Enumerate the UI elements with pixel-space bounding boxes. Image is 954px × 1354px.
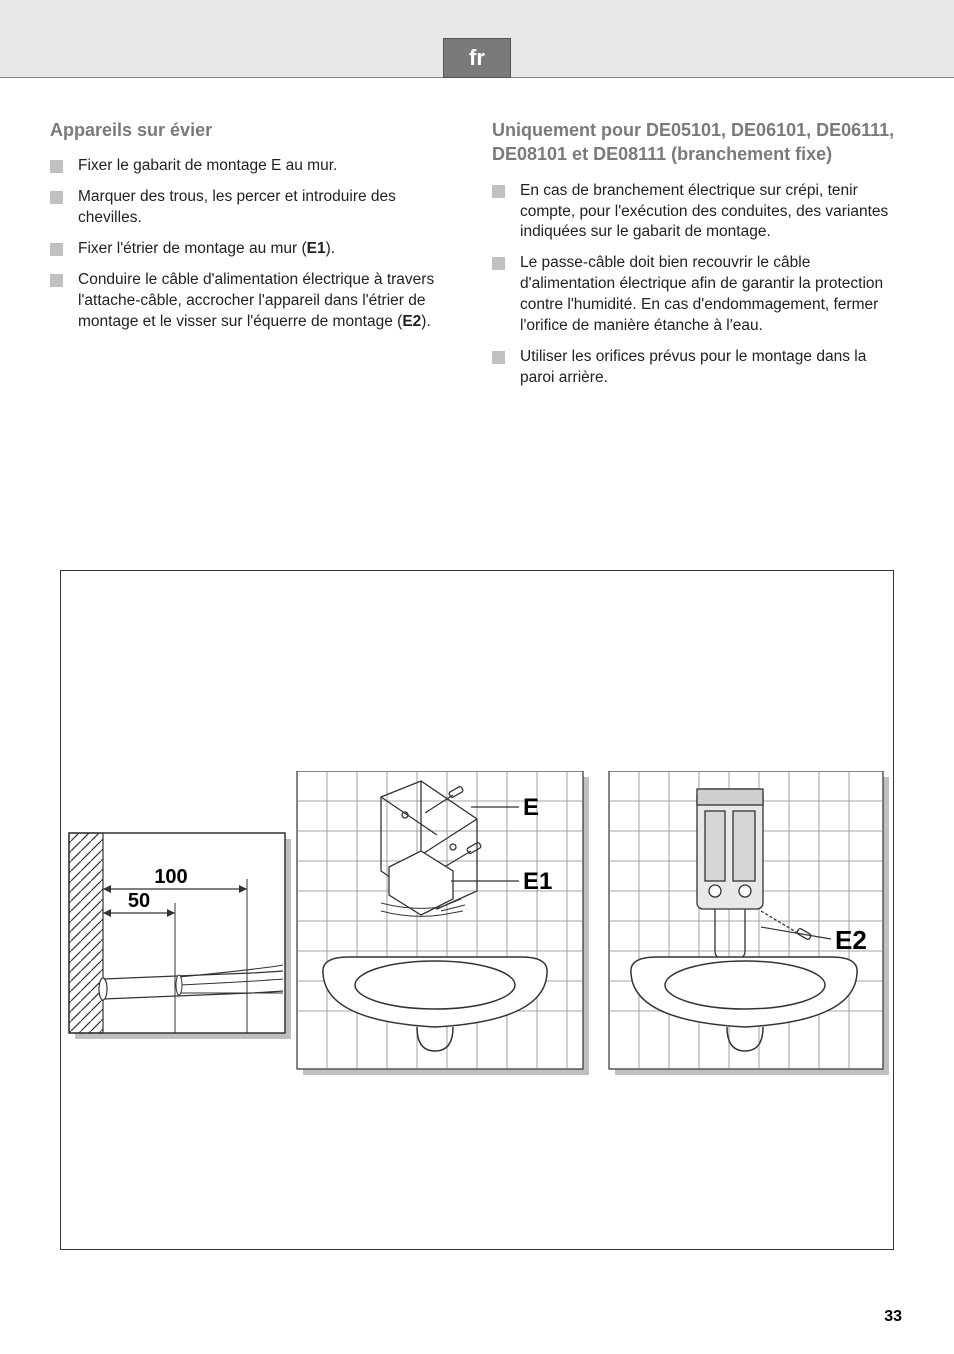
template-panel: E E1 [297, 771, 589, 1075]
right-title: Uniquement pour DE05101, DE06101, DE0611… [492, 118, 904, 167]
installation-diagram: 100 50 [61, 771, 895, 1081]
list-item: Marquer des trous, les percer et introdu… [50, 187, 462, 229]
label-E: E [523, 794, 539, 821]
left-list: Fixer le gabarit de montage E au mur. Mar… [50, 156, 462, 332]
left-title: Appareils sur évier [50, 118, 462, 142]
right-list: En cas de branchement électrique sur cré… [492, 181, 904, 389]
list-item: Utiliser les orifices prévus pour le mon… [492, 347, 904, 389]
right-column: Uniquement pour DE05101, DE06101, DE0611… [492, 118, 904, 399]
label-E1: E1 [523, 868, 552, 895]
list-item: Fixer l'étrier de montage au mur (E1). [50, 239, 462, 260]
list-item: En cas de branchement électrique sur cré… [492, 181, 904, 244]
appliance-panel: E2 [609, 771, 889, 1075]
label-E2: E2 [835, 925, 867, 955]
dim-50: 50 [128, 890, 150, 912]
figure-container: 100 50 [60, 570, 894, 1250]
list-item: Fixer le gabarit de montage E au mur. [50, 156, 462, 177]
left-column: Appareils sur évier Fixer le gabarit de … [50, 118, 462, 399]
text-columns: Appareils sur évier Fixer le gabarit de … [0, 78, 954, 399]
cable-dimension-panel: 100 50 [69, 833, 291, 1039]
page-number: 33 [884, 1308, 902, 1326]
language-tab: fr [443, 38, 511, 78]
dim-100: 100 [154, 866, 187, 888]
list-item: Conduire le câble d'alimentation électri… [50, 270, 462, 333]
list-item: Le passe-câble doit bien recouvrir le câ… [492, 253, 904, 337]
header-bar: fr [0, 0, 954, 78]
